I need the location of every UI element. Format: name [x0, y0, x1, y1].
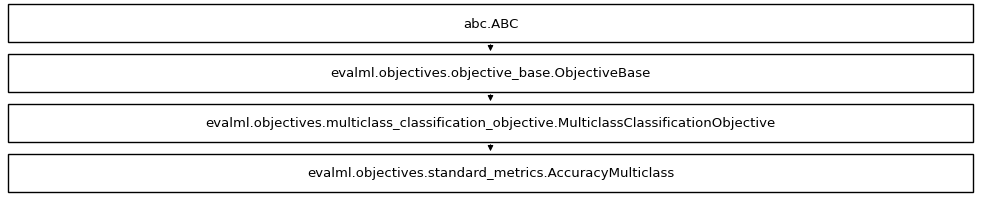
Bar: [8, 5, 973, 43]
Text: evalml.objectives.multiclass_classification_objective.MulticlassClassificationOb: evalml.objectives.multiclass_classificat…: [205, 117, 776, 130]
Text: evalml.objectives.standard_metrics.AccuracyMulticlass: evalml.objectives.standard_metrics.Accur…: [307, 167, 674, 180]
Text: evalml.objectives.objective_base.ObjectiveBase: evalml.objectives.objective_base.Objecti…: [331, 67, 650, 80]
Bar: [8, 104, 973, 142]
Bar: [8, 55, 973, 93]
Bar: [8, 154, 973, 192]
Text: abc.ABC: abc.ABC: [463, 17, 518, 30]
